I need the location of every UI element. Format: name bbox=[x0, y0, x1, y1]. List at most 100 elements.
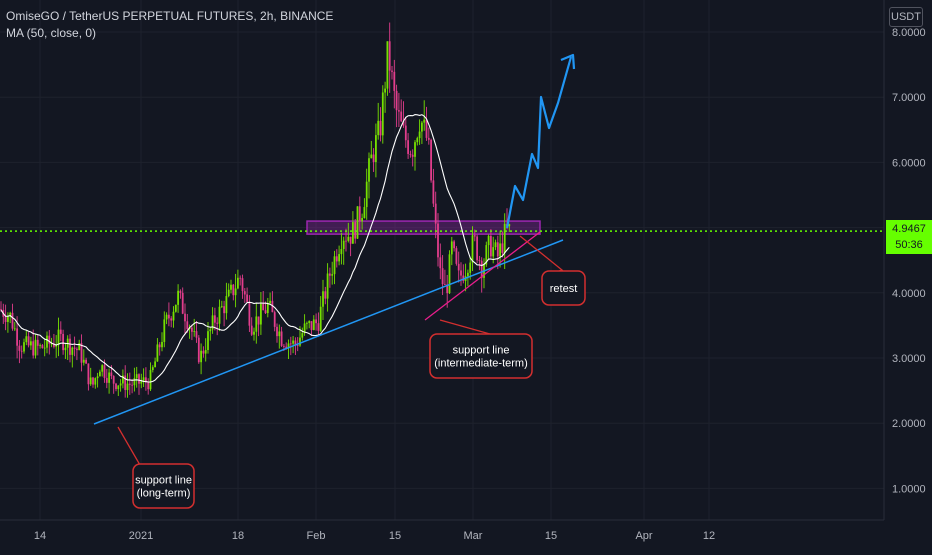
candle-body-90 bbox=[207, 331, 209, 351]
candle-body-101 bbox=[232, 284, 235, 296]
candle-body-198 bbox=[455, 248, 458, 264]
candle-body-173 bbox=[398, 110, 400, 112]
candle-body-27 bbox=[62, 333, 64, 351]
candle-body-185 bbox=[425, 119, 428, 138]
candle-body-174 bbox=[400, 111, 403, 122]
support-long-callout-text-0: support line bbox=[135, 475, 192, 487]
candle-body-95 bbox=[218, 306, 221, 324]
candle-body-124 bbox=[285, 346, 288, 349]
candle-body-37 bbox=[85, 359, 87, 364]
candle-body-93 bbox=[214, 315, 216, 323]
candle-body-92 bbox=[211, 315, 214, 330]
candle-body-137 bbox=[315, 319, 317, 324]
candle-body-221 bbox=[508, 224, 511, 227]
candle-body-144 bbox=[331, 274, 334, 276]
price-tick-2: 6.0000 bbox=[892, 157, 926, 169]
candle-body-131 bbox=[301, 333, 304, 338]
candle-body-140 bbox=[322, 291, 324, 307]
candle-body-68 bbox=[156, 344, 159, 362]
candle-body-181 bbox=[416, 138, 419, 143]
candle-body-12 bbox=[27, 336, 30, 346]
candle-body-190 bbox=[437, 223, 439, 258]
candle-body-46 bbox=[105, 377, 108, 383]
candle-body-7 bbox=[16, 328, 18, 346]
candle-body-166 bbox=[381, 92, 384, 136]
candle-body-208 bbox=[478, 260, 481, 262]
candle-body-106 bbox=[243, 291, 246, 295]
candle-body-141 bbox=[324, 291, 327, 299]
candle-body-33 bbox=[76, 348, 78, 351]
chart-header: OmiseGO / TetherUS PERPETUAL FUTURES, 2h… bbox=[6, 8, 333, 42]
candle-body-15 bbox=[34, 339, 37, 356]
candle-body-31 bbox=[71, 347, 74, 355]
candle-body-72 bbox=[165, 314, 168, 320]
candle-body-77 bbox=[177, 290, 179, 305]
candle-body-165 bbox=[379, 120, 382, 136]
candle-body-184 bbox=[423, 119, 426, 123]
candle-body-53 bbox=[122, 375, 124, 384]
candle-body-183 bbox=[421, 122, 423, 132]
support-line-intermediate bbox=[424, 231, 541, 321]
candle-body-150 bbox=[345, 240, 347, 242]
candle-body-152 bbox=[349, 236, 352, 244]
bar-countdown: 50:36 bbox=[895, 239, 923, 251]
candle-body-134 bbox=[308, 321, 311, 323]
axes-group: 8.00007.00006.00005.00004.00003.00002.00… bbox=[0, 0, 926, 542]
price-unit-button[interactable]: USDT bbox=[889, 7, 923, 27]
candle-body-21 bbox=[48, 335, 51, 344]
candle-body-14 bbox=[32, 341, 35, 356]
candle-body-209 bbox=[480, 260, 483, 278]
time-tick-8: 12 bbox=[703, 530, 715, 542]
candle-body-216 bbox=[496, 242, 499, 257]
candle-body-204 bbox=[469, 262, 472, 273]
candle-body-138 bbox=[317, 323, 320, 331]
candle-body-32 bbox=[73, 347, 76, 349]
candle-body-58 bbox=[133, 378, 136, 386]
candle-body-116 bbox=[266, 303, 269, 314]
candle-body-188 bbox=[432, 180, 435, 204]
candle-body-41 bbox=[94, 378, 97, 385]
candle-body-160 bbox=[368, 158, 370, 182]
candle-body-100 bbox=[230, 284, 232, 290]
candle-body-163 bbox=[375, 135, 377, 163]
candle-body-38 bbox=[87, 363, 90, 385]
support-line-long-term bbox=[93, 239, 564, 425]
candle-body-197 bbox=[453, 241, 455, 249]
candle-body-25 bbox=[57, 329, 60, 345]
candle-body-189 bbox=[434, 203, 437, 224]
candle-body-196 bbox=[450, 241, 453, 255]
projection-arrowhead bbox=[560, 53, 576, 70]
candle-body-71 bbox=[163, 319, 166, 342]
candle-body-19 bbox=[43, 347, 46, 349]
candle-body-16 bbox=[36, 339, 39, 346]
candle-body-0 bbox=[0, 309, 2, 310]
candle-body-128 bbox=[294, 340, 297, 346]
candle-body-98 bbox=[225, 296, 228, 314]
candle-body-127 bbox=[292, 340, 294, 344]
candle-body-109 bbox=[250, 325, 253, 335]
support-intermediate-callout-text-1: (intermediate-term) bbox=[434, 358, 528, 370]
candle-body-175 bbox=[402, 121, 405, 126]
candle-body-48 bbox=[110, 372, 113, 377]
candle-body-213 bbox=[490, 235, 492, 257]
candle-body-167 bbox=[384, 88, 386, 93]
candle-body-114 bbox=[262, 303, 265, 311]
candle-body-133 bbox=[306, 322, 308, 324]
candle-body-49 bbox=[112, 376, 115, 384]
candle-body-45 bbox=[103, 365, 106, 378]
candle-body-159 bbox=[365, 181, 368, 208]
candle-body-84 bbox=[193, 331, 196, 332]
candle-body-139 bbox=[319, 306, 322, 331]
candle-body-76 bbox=[174, 304, 177, 312]
candle-body-67 bbox=[154, 361, 156, 368]
candle-body-6 bbox=[13, 328, 16, 330]
price-tick-1: 7.0000 bbox=[892, 92, 926, 104]
indicator-label: MA (50, close, 0) bbox=[6, 26, 97, 40]
candle-body-218 bbox=[501, 243, 504, 253]
candle-body-18 bbox=[41, 345, 44, 349]
candle-body-110 bbox=[253, 331, 255, 335]
support-intermediate-callout-box bbox=[429, 333, 533, 379]
